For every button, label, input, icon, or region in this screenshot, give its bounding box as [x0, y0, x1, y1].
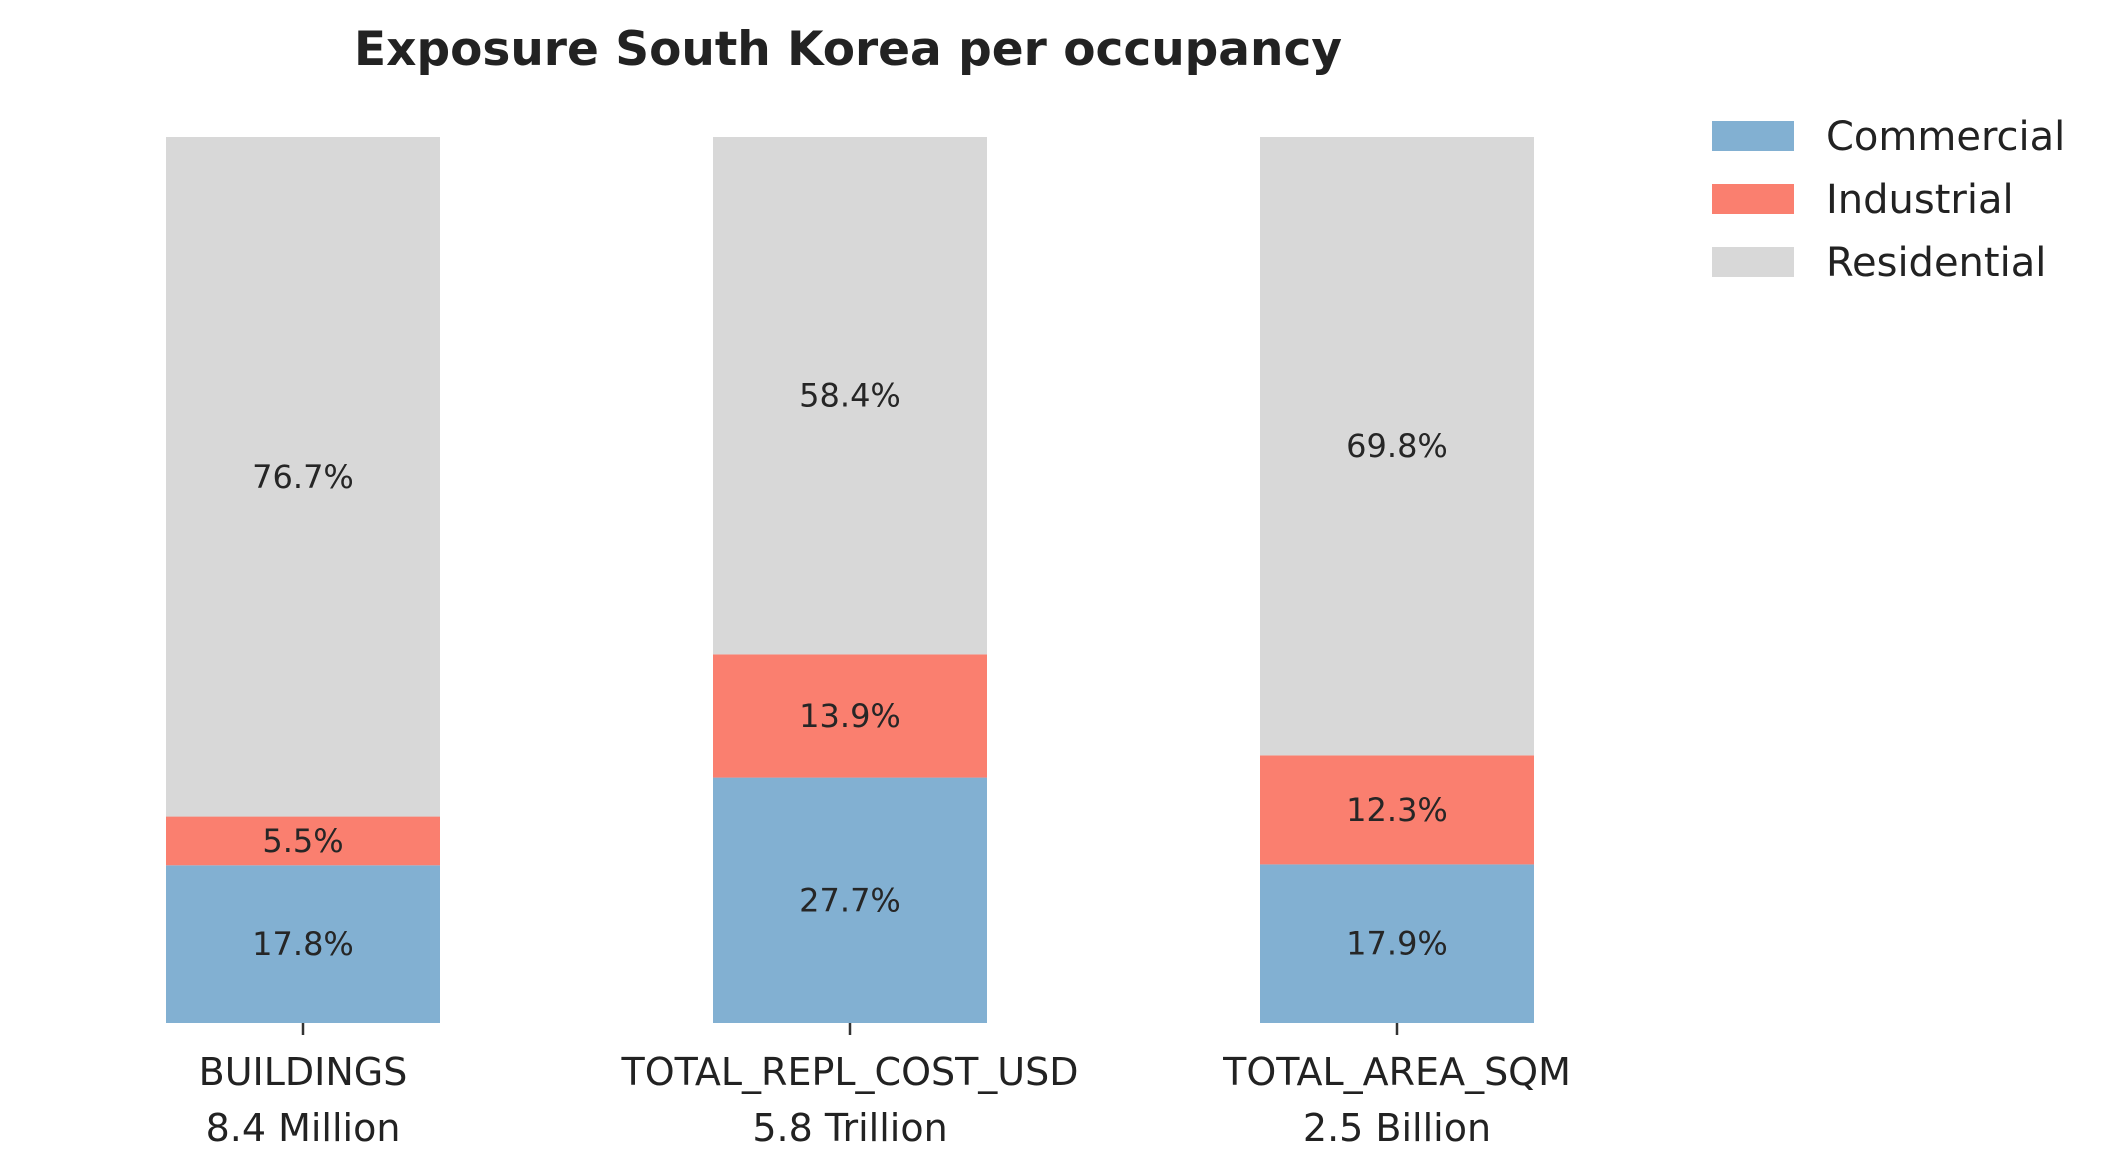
segment-labels-group: 17.8% 5.5% 76.7% 27.7% 13.9% 58.4% 17.9% 12.3% 6… [252, 377, 1448, 963]
bar-segment-industrial-2 [713, 654, 987, 778]
data-label-residential-2: 58.4% [799, 377, 901, 415]
data-label-industrial-3: 12.3% [1346, 791, 1448, 829]
data-label-residential-1: 76.7% [252, 458, 354, 496]
data-label-residential-3: 69.8% [1346, 427, 1448, 465]
legend-label-residential: Residential [1826, 240, 2046, 286]
bar-segment-residential-2 [713, 137, 987, 655]
data-label-commercial-1: 17.8% [252, 925, 354, 963]
legend-swatch-industrial [1712, 184, 1794, 214]
bar-segment-commercial-2 [713, 777, 987, 1023]
legend-swatch-residential [1712, 247, 1794, 277]
bar-segment-industrial-1 [166, 816, 440, 866]
data-label-industrial-1: 5.5% [262, 822, 343, 860]
x-tick-total-1: 8.4 Million [206, 1106, 401, 1150]
bar-segment-residential-3 [1260, 137, 1534, 756]
chart-title: Exposure South Korea per occupancy [354, 22, 1342, 77]
data-label-commercial-2: 27.7% [799, 881, 901, 919]
bar-segment-residential-1 [166, 137, 440, 817]
bars-group [166, 137, 1534, 1023]
bar-segment-commercial-1 [166, 865, 440, 1023]
legend-label-industrial: Industrial [1826, 177, 2014, 223]
data-label-industrial-2: 13.9% [799, 697, 901, 735]
bar-segment-industrial-3 [1260, 755, 1534, 865]
x-tick-total-3: 2.5 Billion [1303, 1106, 1491, 1150]
x-tick-label-3: TOTAL_AREA_SQM [1222, 1050, 1571, 1094]
x-tick-total-2: 5.8 Trillion [752, 1106, 947, 1150]
bar-segment-commercial-3 [1260, 864, 1534, 1023]
x-tick-label-1: BUILDINGS [199, 1050, 408, 1094]
legend: Commercial Industrial Residential [1712, 114, 2065, 286]
legend-label-commercial: Commercial [1826, 114, 2065, 160]
x-axis: BUILDINGS 8.4 Million TOTAL_REPL_COST_USD 5… [199, 1023, 1571, 1150]
data-label-commercial-3: 17.9% [1346, 925, 1448, 963]
legend-swatch-commercial [1712, 121, 1794, 151]
x-tick-label-2: TOTAL_REPL_COST_USD [620, 1050, 1078, 1094]
